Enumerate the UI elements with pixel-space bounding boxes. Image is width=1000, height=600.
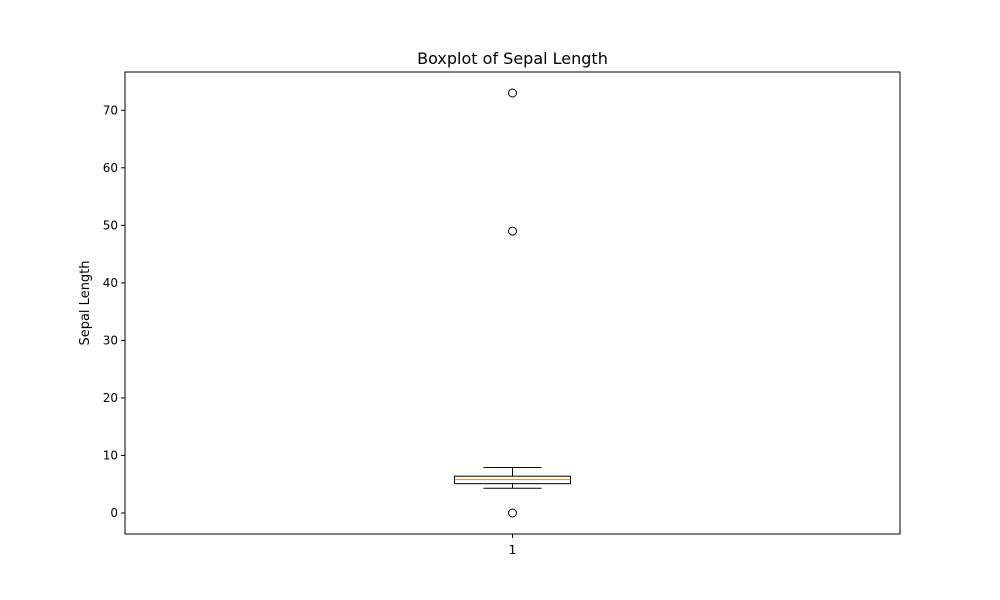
y-tick-label: 20 <box>103 391 118 405</box>
box-elements <box>454 88 571 518</box>
x-tick-label: 1 <box>509 543 517 557</box>
y-tick-label: 60 <box>103 161 118 175</box>
chart-title: Boxplot of Sepal Length <box>417 49 608 68</box>
y-tick-label: 30 <box>103 333 118 347</box>
outlier-point <box>508 226 517 236</box>
outlier-point <box>508 508 517 518</box>
x-axis-ticks: 1 <box>509 534 517 557</box>
y-axis-ticks: 0 10 20 30 40 50 60 70 <box>103 103 125 520</box>
y-axis-label: Sepal Length <box>78 260 93 345</box>
y-tick-label: 10 <box>103 448 118 462</box>
outlier-point <box>508 88 517 98</box>
y-tick-label: 50 <box>103 218 118 232</box>
y-tick-label: 0 <box>110 506 118 520</box>
y-tick-label: 40 <box>103 276 118 290</box>
plot-frame <box>124 71 901 535</box>
y-tick-label: 70 <box>103 103 118 117</box>
